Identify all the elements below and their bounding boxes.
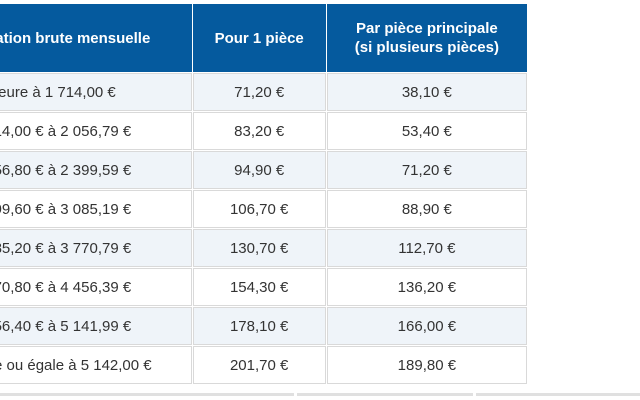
- remuneration-table: Rémunération brute mensuelle Pour 1 pièc…: [0, 3, 528, 385]
- table-header-per-room: Par pièce principale (si plusieurs pièce…: [326, 4, 527, 72]
- bracket-cell: De 1 714,00 € à 2 056,79 €: [0, 112, 192, 150]
- next-table-top-border-right: [476, 393, 640, 396]
- next-table-top-border-middle: [297, 393, 473, 396]
- table-row: De 1 714,00 € à 2 056,79 € 83,20 € 53,40…: [0, 112, 527, 150]
- per-room-header-line2: (si plusieurs pièces): [354, 39, 499, 56]
- one-room-cell: 106,70 €: [192, 190, 326, 228]
- bracket-cell: Supérieure ou égale à 5 142,00 €: [0, 346, 192, 384]
- one-room-cell: 71,20 €: [192, 73, 326, 111]
- table-header-one-room: Pour 1 pièce: [192, 4, 326, 72]
- table-row: Supérieure ou égale à 5 142,00 € 201,70 …: [0, 346, 527, 384]
- bracket-cell: De 2 399,60 € à 3 085,19 €: [0, 190, 192, 228]
- table-row: Inférieure à 1 714,00 € 71,20 € 38,10 €: [0, 73, 527, 111]
- per-room-header-line1: Par pièce principale: [356, 20, 498, 37]
- per-room-cell: 38,10 €: [326, 73, 527, 111]
- one-room-cell: 154,30 €: [192, 268, 326, 306]
- one-room-cell: 201,70 €: [192, 346, 326, 384]
- table-body: Inférieure à 1 714,00 € 71,20 € 38,10 € …: [0, 73, 527, 384]
- table-row: De 2 056,80 € à 2 399,59 € 94,90 € 71,20…: [0, 151, 527, 189]
- table-row: De 3 085,20 € à 3 770,79 € 130,70 € 112,…: [0, 229, 527, 267]
- bracket-cell: De 3 085,20 € à 3 770,79 €: [0, 229, 192, 267]
- per-room-cell: 189,80 €: [326, 346, 527, 384]
- per-room-cell: 88,90 €: [326, 190, 527, 228]
- per-room-cell: 112,70 €: [326, 229, 527, 267]
- next-table-top-border-left: [0, 393, 294, 396]
- per-room-cell: 166,00 €: [326, 307, 527, 345]
- table-header-remuneration: Rémunération brute mensuelle: [0, 4, 192, 72]
- one-room-cell: 83,20 €: [192, 112, 326, 150]
- table-row: De 3 770,80 € à 4 456,39 € 154,30 € 136,…: [0, 268, 527, 306]
- table-row: De 4 456,40 € à 5 141,99 € 178,10 € 166,…: [0, 307, 527, 345]
- one-room-cell: 94,90 €: [192, 151, 326, 189]
- bracket-cell: De 2 056,80 € à 2 399,59 €: [0, 151, 192, 189]
- bracket-cell: Inférieure à 1 714,00 €: [0, 73, 192, 111]
- header-row: Rémunération brute mensuelle Pour 1 pièc…: [0, 4, 527, 72]
- table-header: Rémunération brute mensuelle Pour 1 pièc…: [0, 4, 527, 72]
- table-row: De 2 399,60 € à 3 085,19 € 106,70 € 88,9…: [0, 190, 527, 228]
- bracket-cell: De 3 770,80 € à 4 456,39 €: [0, 268, 192, 306]
- per-room-cell: 136,20 €: [326, 268, 527, 306]
- bracket-cell: De 4 456,40 € à 5 141,99 €: [0, 307, 192, 345]
- per-room-cell: 53,40 €: [326, 112, 527, 150]
- one-room-cell: 178,10 €: [192, 307, 326, 345]
- one-room-cell: 130,70 €: [192, 229, 326, 267]
- per-room-cell: 71,20 €: [326, 151, 527, 189]
